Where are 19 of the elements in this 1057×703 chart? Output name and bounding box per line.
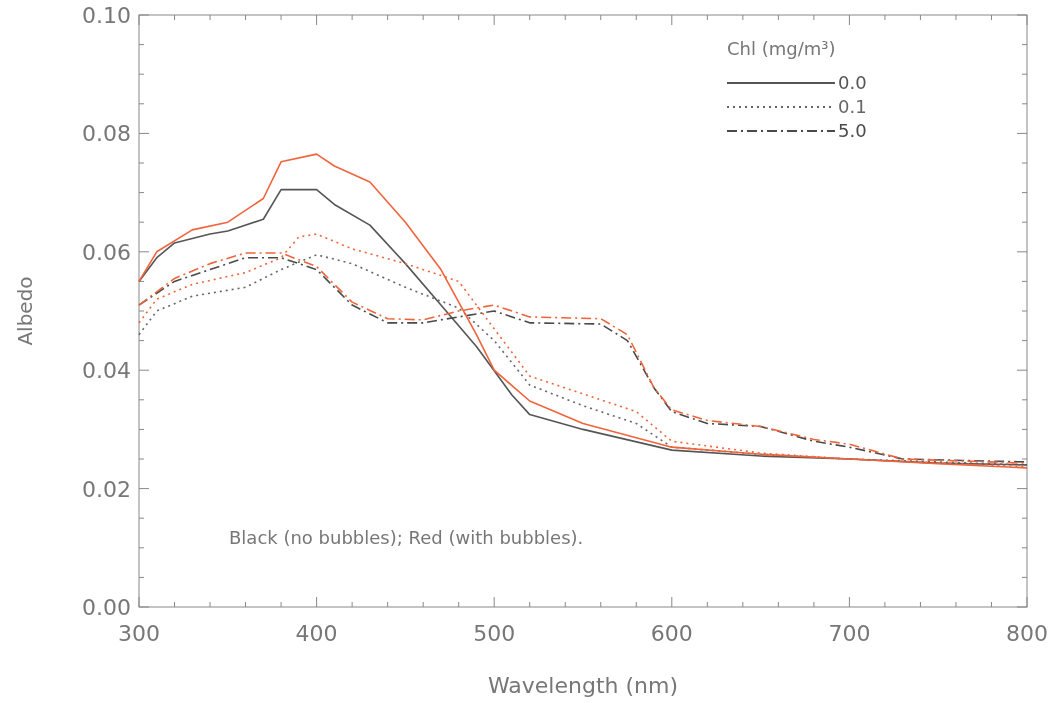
annotation: Black (no bubbles); Red (with bubbles). bbox=[229, 527, 584, 548]
text: 0.1 bbox=[838, 96, 867, 117]
x-tick-label: 800 bbox=[1006, 621, 1048, 646]
y-tick-label: 0.00 bbox=[82, 595, 131, 620]
legend-title: Chl (mg/m³) bbox=[727, 38, 836, 59]
x-tick-label: 500 bbox=[473, 621, 516, 646]
y-tick-label: 0.06 bbox=[82, 239, 131, 265]
text: 0.0 bbox=[838, 72, 867, 93]
x-axis-title: Wavelength (nm) bbox=[487, 673, 679, 698]
y-tick-label: 0.02 bbox=[82, 476, 131, 502]
x-tick-label: 600 bbox=[650, 621, 693, 646]
x-tick-label: 700 bbox=[828, 621, 871, 646]
x-tick-label: 400 bbox=[295, 621, 338, 646]
y-axis-title: Albedo bbox=[13, 276, 37, 346]
y-tick-label: 0.10 bbox=[82, 3, 131, 28]
y-tick-label: 0.08 bbox=[82, 121, 131, 147]
text: 5.0 bbox=[838, 120, 867, 141]
y-tick-label: 0.04 bbox=[82, 358, 131, 384]
x-tick-label: 300 bbox=[118, 621, 160, 646]
